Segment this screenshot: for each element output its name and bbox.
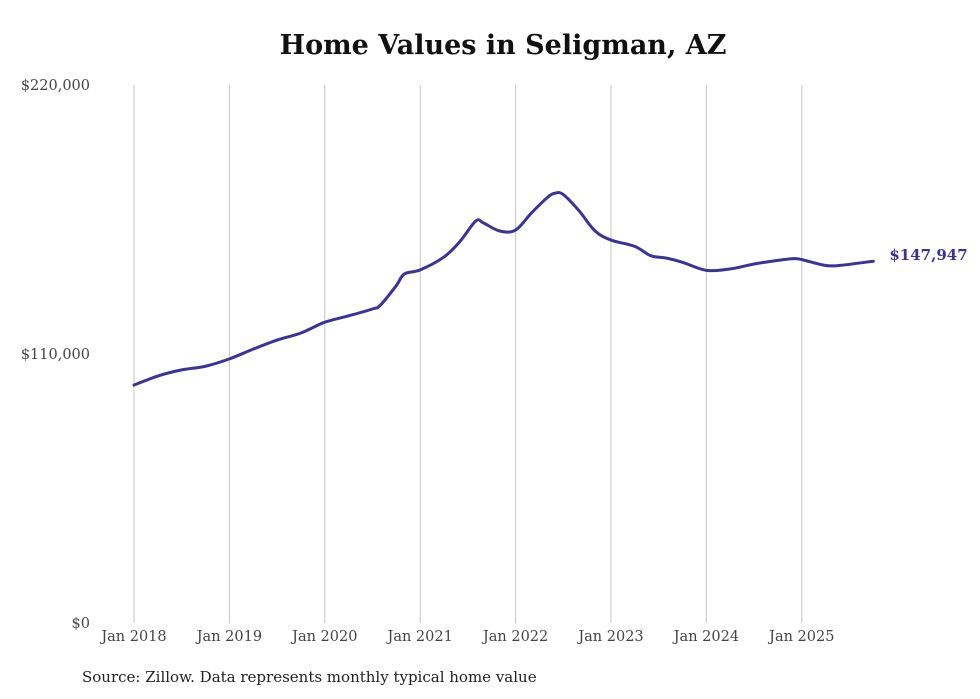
end-value-label: $147,947	[889, 246, 967, 264]
y-tick-label: $220,000	[21, 78, 90, 94]
x-tick-label: Jan 2022	[481, 629, 548, 645]
y-tick-label: $0	[72, 616, 90, 632]
x-tick-label: Jan 2020	[290, 629, 357, 645]
x-tick-label: Jan 2021	[386, 629, 453, 645]
x-tick-label: Jan 2025	[767, 629, 834, 645]
x-tick-label: Jan 2024	[672, 629, 739, 645]
y-tick-label: $110,000	[21, 347, 90, 363]
source-note: Source: Zillow. Data represents monthly …	[82, 668, 537, 686]
x-tick-label: Jan 2019	[195, 629, 262, 645]
x-tick-label: Jan 2018	[99, 629, 166, 645]
series-line	[132, 191, 875, 387]
chart-title: Home Values in Seligman, AZ	[279, 30, 727, 61]
x-tick-label: Jan 2023	[576, 629, 643, 645]
